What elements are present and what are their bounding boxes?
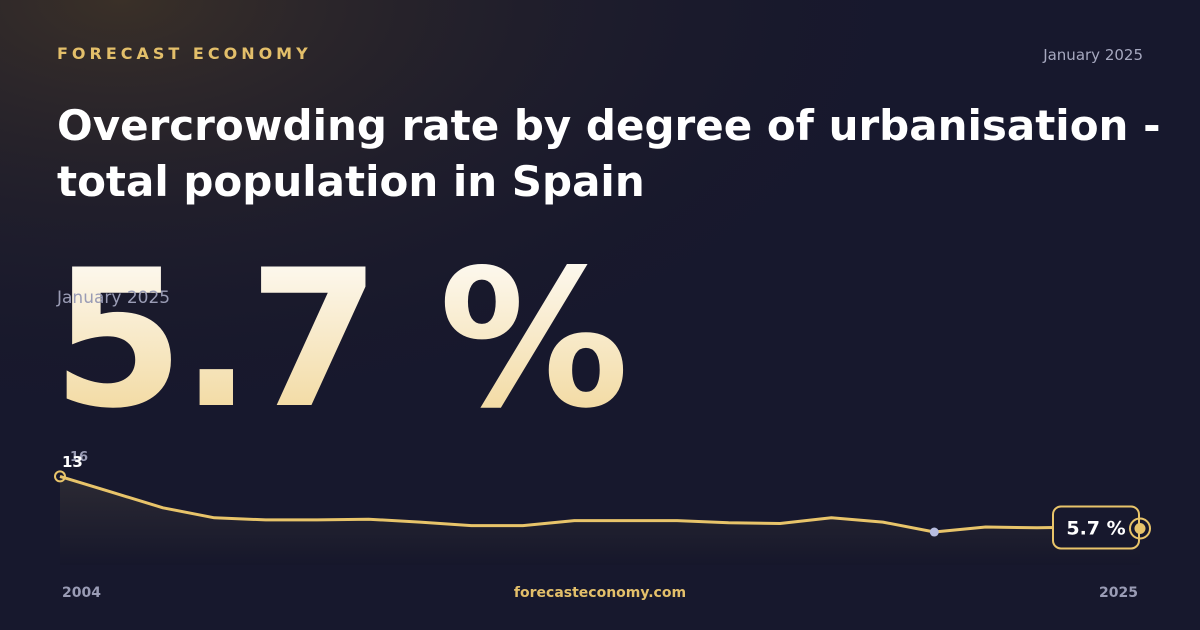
min-marker bbox=[929, 527, 939, 537]
y-tick-label: 16 bbox=[70, 450, 88, 465]
end-marker bbox=[1134, 522, 1146, 534]
start-label: 13 bbox=[62, 453, 83, 471]
end-label: 5.7 % bbox=[1066, 517, 1125, 539]
end-marker-ring bbox=[1129, 517, 1151, 540]
site: forecasteconomy.com bbox=[514, 585, 686, 601]
date: January 2025 bbox=[1042, 46, 1143, 64]
brand: FORECAST ECONOMY bbox=[57, 44, 312, 63]
chart-title: Overcrowding rate by degree of urbanisat… bbox=[57, 101, 1161, 206]
start-marker bbox=[54, 470, 66, 483]
headline-date: January 2025 bbox=[56, 288, 170, 308]
x-tick-label: 2004 bbox=[62, 585, 101, 601]
line bbox=[59, 474, 1141, 534]
headline-value: 5.7 % bbox=[52, 229, 625, 450]
x-tick-label: 2025 bbox=[1099, 585, 1138, 601]
